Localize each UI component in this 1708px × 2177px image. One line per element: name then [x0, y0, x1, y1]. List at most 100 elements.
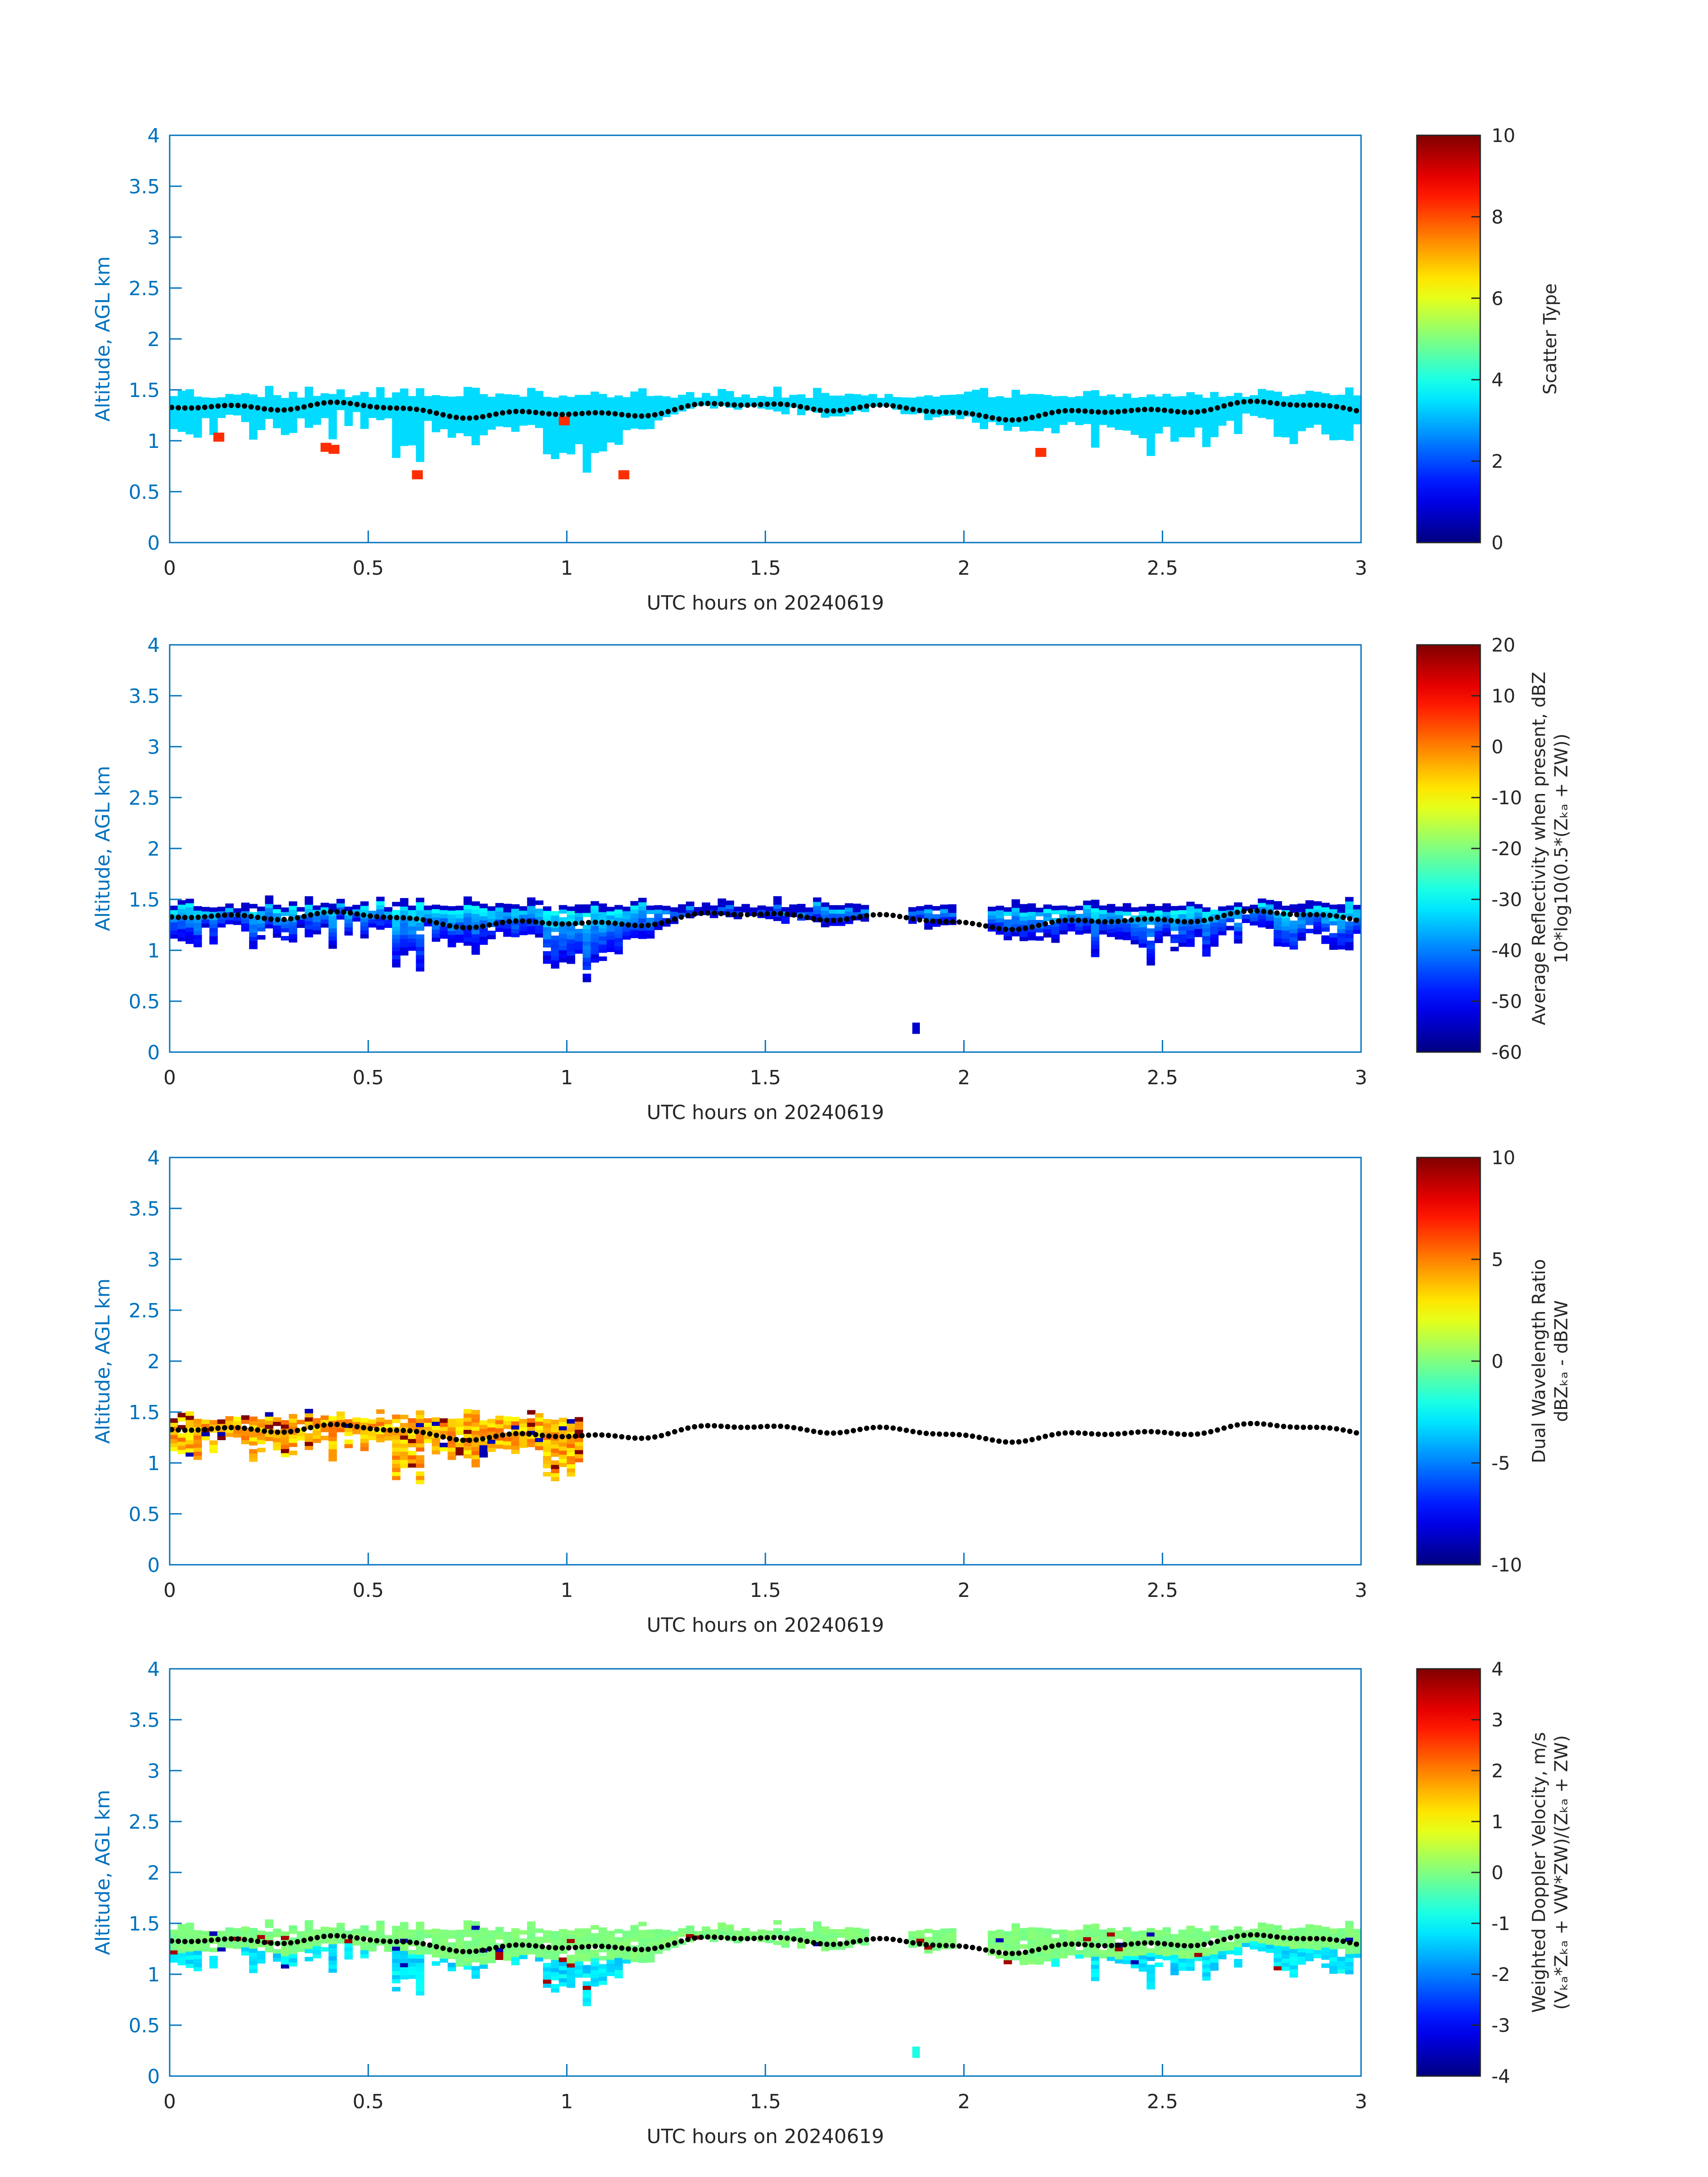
heatmap-cell — [551, 434, 560, 439]
heatmap-cell — [598, 956, 607, 961]
heatmap-cell — [1282, 1930, 1290, 1935]
cloud-base-dot — [1135, 407, 1141, 413]
heatmap-cell — [1345, 921, 1354, 926]
heatmap-cell — [877, 397, 885, 402]
cloud-base-dot — [745, 402, 750, 408]
heatmap-cell — [559, 909, 568, 914]
heatmap-cell — [209, 1931, 218, 1936]
heatmap-cell — [392, 1439, 401, 1444]
heatmap-cell — [376, 387, 385, 392]
heatmap-cell — [1075, 926, 1084, 931]
heatmap-cell — [392, 1463, 401, 1468]
heatmap-cell — [1123, 1935, 1132, 1940]
heatmap-cell — [296, 919, 305, 924]
heatmap-cell — [582, 908, 591, 913]
heatmap-cell — [416, 950, 425, 955]
heatmap-cell — [1035, 406, 1044, 411]
heatmap-cell — [328, 1964, 337, 1969]
cloud-base-dot — [1201, 918, 1207, 923]
heatmap-cell — [1115, 417, 1123, 422]
x-tick-label: 1.5 — [750, 1579, 781, 1602]
heatmap-cell — [416, 938, 425, 943]
heatmap-cell — [527, 922, 536, 927]
heatmap-cell — [1019, 932, 1028, 937]
heatmap-cell — [630, 395, 639, 400]
cloud-base-dot — [1294, 1425, 1300, 1430]
cloud-base-dot — [1274, 401, 1280, 406]
heatmap-cell — [567, 955, 576, 960]
heatmap-cell — [1146, 940, 1155, 945]
heatmap-cell — [551, 1424, 560, 1429]
cloud-base-dot — [1301, 1425, 1306, 1430]
heatmap-cell — [805, 1931, 814, 1936]
heatmap-cell — [1131, 1964, 1139, 1968]
heatmap-cell — [829, 400, 838, 405]
heatmap-cell — [209, 1939, 218, 1944]
heatmap-cell — [1282, 429, 1290, 434]
heatmap-cell — [336, 1428, 345, 1433]
cloud-base-dot — [1261, 399, 1267, 405]
heatmap-cell — [543, 939, 551, 944]
heatmap-cell — [678, 395, 687, 400]
heatmap-cell — [400, 918, 409, 923]
cloud-base-dot — [1353, 1941, 1359, 1947]
heatmap-cell — [1329, 403, 1338, 408]
cloud-base-dot — [447, 414, 452, 419]
heatmap-cell — [1083, 1949, 1092, 1954]
cloud-base-dot — [1294, 402, 1300, 408]
heatmap-cell — [567, 450, 576, 455]
cloud-base-dot — [1254, 908, 1260, 914]
heatmap-cell — [1305, 391, 1314, 396]
heatmap-cell — [416, 1426, 425, 1431]
heatmap-cell — [1242, 914, 1250, 919]
heatmap-cell — [439, 416, 448, 421]
colorbar-label: Scatter Type — [1540, 284, 1561, 395]
y-tick-label: 1 — [147, 1964, 160, 1986]
colorbar-tick-label: 20 — [1491, 634, 1515, 656]
cloud-base-dot — [1109, 1431, 1115, 1437]
heatmap-cell — [559, 432, 568, 437]
heatmap-cell — [257, 426, 266, 430]
heatmap-cell — [1003, 414, 1012, 419]
heatmap-cell — [1131, 907, 1139, 912]
heatmap-cell — [209, 402, 218, 407]
heatmap-cell — [368, 401, 377, 406]
heatmap-cell — [1289, 920, 1298, 925]
heatmap-cell — [1083, 1953, 1092, 1958]
heatmap-cell — [1067, 1947, 1076, 1951]
heatmap-cell — [551, 1976, 560, 1981]
colorbar-tick-label: 0 — [1491, 532, 1503, 554]
heatmap-cell — [1210, 1954, 1219, 1959]
cloud-base-dot — [1161, 1429, 1167, 1435]
heatmap-cell — [1202, 1972, 1211, 1977]
heatmap-cell — [1051, 934, 1060, 939]
heatmap-cell — [1027, 1951, 1036, 1956]
heatmap-cell — [646, 934, 655, 939]
heatmap-cell — [313, 1942, 321, 1947]
cloud-base-dot — [1182, 1943, 1187, 1948]
heatmap-cell — [455, 930, 464, 935]
heatmap-cell — [1274, 1953, 1282, 1958]
cloud-base-dot — [579, 410, 585, 416]
heatmap-cell — [313, 1430, 321, 1435]
heatmap-cell — [432, 925, 440, 930]
cloud-base-dot — [1221, 403, 1227, 409]
heatmap-cell — [1353, 399, 1361, 404]
cloud-base-dot — [725, 911, 731, 917]
heatmap-cell — [590, 958, 599, 963]
heatmap-cell — [646, 416, 655, 421]
cloud-base-dot — [526, 409, 532, 415]
heatmap-cell — [225, 1420, 234, 1425]
heatmap-cell — [1051, 1958, 1060, 1963]
heatmap-cell — [1146, 398, 1155, 403]
heatmap-cell — [813, 914, 822, 919]
cloud-base-dot — [1148, 1940, 1154, 1946]
heatmap-cell — [344, 1443, 353, 1448]
heatmap-cell — [400, 425, 409, 430]
cloud-base-dot — [460, 925, 466, 931]
cloud-base-dot — [401, 915, 406, 921]
cloud-base-dot — [268, 1940, 274, 1946]
heatmap-cell — [995, 1934, 1004, 1939]
heatmap-cell — [439, 408, 448, 413]
heatmap-cell — [551, 1444, 560, 1449]
